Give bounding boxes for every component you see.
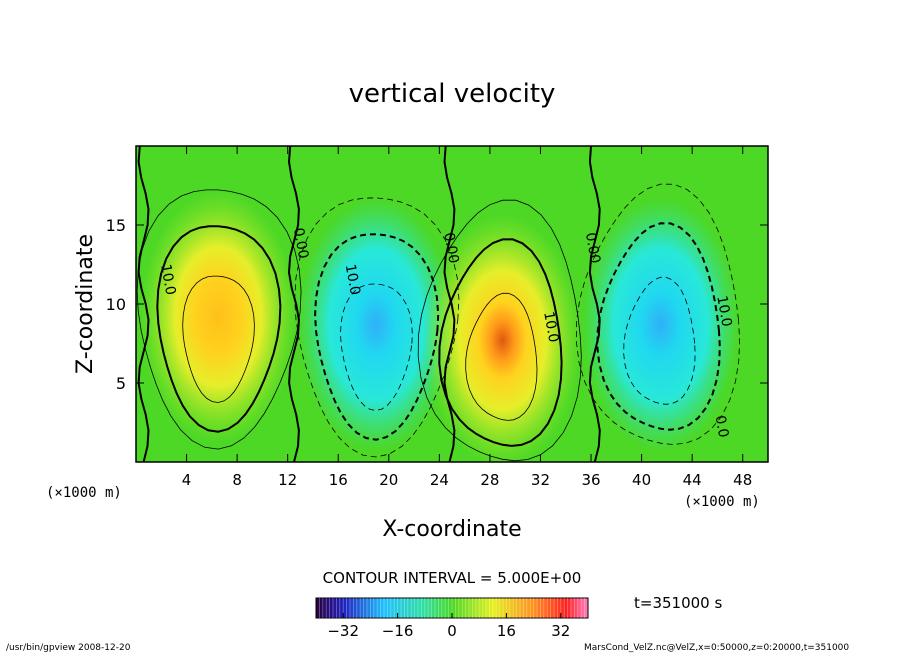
contour-lines — [136, 146, 741, 462]
colorbar-stripes — [318, 598, 585, 618]
y-tick-label: 15 — [106, 216, 126, 235]
contour-zero — [137, 146, 150, 462]
colorbar-tick-label: 0 — [447, 622, 457, 640]
x-tick-label: 32 — [531, 471, 550, 489]
contour-zero — [588, 146, 601, 462]
x-unit-left: (×1000 m) — [46, 485, 122, 501]
colorbar-tick-label: −32 — [327, 622, 359, 640]
y-axis-label: Z-coordinate — [73, 234, 98, 374]
contour-label: 0.00 — [582, 231, 603, 264]
chart-title: vertical velocity — [349, 79, 556, 109]
contour-label: 0.00 — [290, 227, 311, 260]
contour-10 — [438, 238, 563, 447]
x-tick-label: 8 — [232, 471, 242, 489]
contour-zero — [287, 146, 300, 462]
contour-10 — [596, 222, 721, 431]
colorbar-tick-label: −16 — [382, 622, 414, 640]
footer-left: /usr/bin/gpview 2008-12-20 — [6, 643, 131, 653]
time-label: t=351000 s — [634, 594, 722, 612]
contour-15 — [340, 283, 413, 411]
x-tick-label: 4 — [182, 471, 192, 489]
x-tick-label: 20 — [379, 471, 398, 489]
x-axis-label: X-coordinate — [382, 517, 521, 542]
contour-5 — [294, 197, 460, 458]
x-tick-label: 40 — [632, 471, 651, 489]
colorbar-tick-label: 16 — [497, 622, 516, 640]
y-tick-label: 5 — [116, 374, 126, 393]
x-tick-label: 48 — [733, 471, 752, 489]
contour-label: 10.0 — [540, 310, 561, 343]
contour-15 — [182, 275, 255, 403]
y-tick-label: 10 — [106, 295, 126, 314]
contour-label: 10.0 — [713, 294, 734, 327]
contour-label: 10.0 — [342, 263, 363, 296]
x-unit-right: (×1000 m) — [684, 494, 760, 510]
x-tick-label: 28 — [480, 471, 499, 489]
contour-10 — [314, 233, 440, 441]
cell-updraft — [139, 190, 297, 444]
contour-label: 10.0 — [157, 263, 178, 296]
contour-5 — [417, 199, 582, 462]
x-tick-label: 16 — [329, 471, 348, 489]
x-tick-label: 24 — [430, 471, 449, 489]
contour-zero — [443, 146, 456, 462]
x-tick-label: 44 — [683, 471, 702, 489]
colorbar-ticks: −32 −16 0 16 32 — [327, 613, 570, 640]
footer-right: MarsCond_VelZ.nc@VelZ,x=0:50000,z=0:2000… — [584, 643, 849, 653]
contour-10 — [156, 225, 282, 433]
contour-15 — [623, 276, 696, 405]
cell-downdraft — [582, 198, 739, 451]
x-tick-label: 36 — [581, 471, 600, 489]
contour-labels: 10.0 0.00 10.0 0.00 10.0 0.00 10.0 0.0 — [157, 227, 734, 439]
x-axis: 4 8 12 16 20 24 28 32 36 40 44 48 — [182, 146, 752, 489]
contour-15 — [465, 292, 538, 421]
x-tick-label: 12 — [278, 471, 297, 489]
contour-label: 0.00 — [440, 231, 461, 264]
contour-interval: CONTOUR INTERVAL = 5.000E+00 — [323, 569, 582, 587]
contour-label: 0.0 — [712, 414, 732, 439]
colorbar-tick-label: 32 — [551, 622, 570, 640]
contour-5 — [575, 183, 741, 445]
contour-5 — [136, 189, 302, 450]
cell-downdraft — [297, 198, 455, 451]
y-axis: 5 10 15 — [106, 216, 768, 393]
